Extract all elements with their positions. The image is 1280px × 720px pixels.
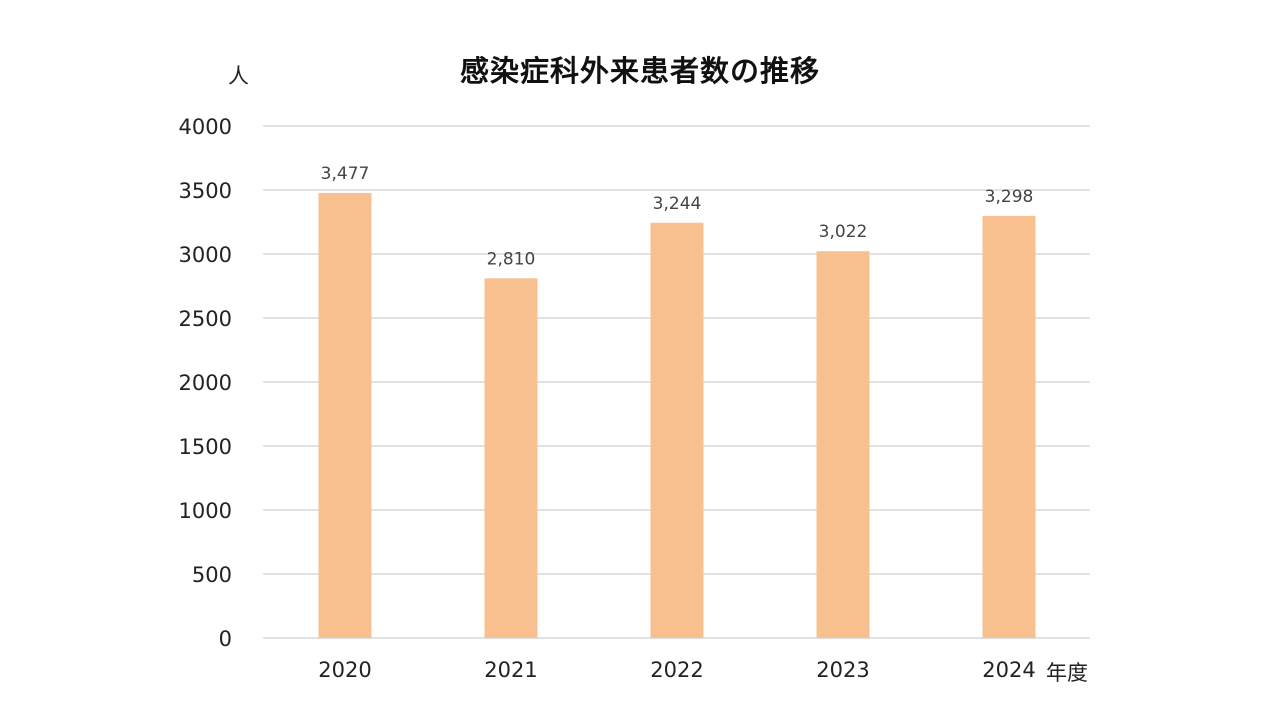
y-tick-label: 1000 (179, 499, 232, 523)
data-label: 3,244 (653, 194, 702, 214)
y-tick-label: 2500 (179, 307, 232, 331)
bar-2024 (982, 215, 1036, 638)
bar-2021 (484, 278, 538, 638)
y-tick-label: 0 (219, 627, 232, 651)
y-tick-label: 2000 (179, 371, 232, 395)
data-label: 3,298 (985, 187, 1034, 207)
bar-2022 (650, 222, 704, 638)
chart-title: 感染症科外来患者数の推移 (459, 54, 820, 88)
y-tick-label: 500 (192, 563, 232, 587)
y-tick-label: 3500 (179, 179, 232, 203)
x-tick-label: 2021 (484, 658, 537, 682)
data-label: 3,477 (321, 164, 370, 184)
y-tick-label: 4000 (179, 115, 232, 139)
x-tick-label: 2022 (650, 658, 703, 682)
bar-2023 (816, 251, 870, 638)
y-tick-label: 1500 (179, 435, 232, 459)
data-label: 2,810 (487, 249, 536, 269)
data-label: 3,022 (819, 222, 868, 242)
y-axis-unit-label: 人 (228, 64, 249, 88)
x-tick-label: 2024 (982, 658, 1035, 682)
x-tick-label: 2020 (318, 658, 371, 682)
bar-2020 (318, 192, 372, 638)
x-tick-label: 2023 (816, 658, 869, 682)
x-axis-unit-label: 年度 (1046, 661, 1088, 685)
y-tick-label: 3000 (179, 243, 232, 267)
